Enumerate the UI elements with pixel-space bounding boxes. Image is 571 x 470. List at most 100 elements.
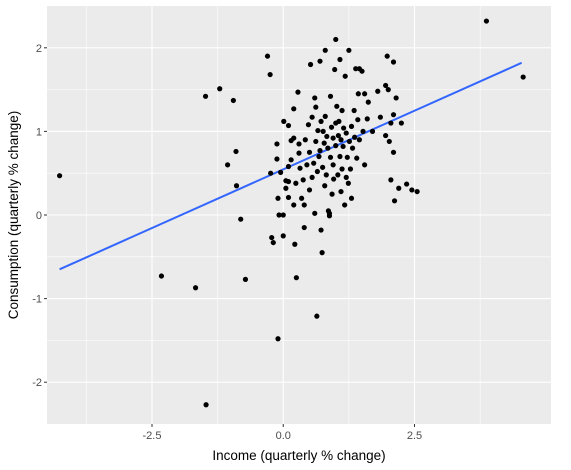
data-point [304, 162, 310, 168]
data-point [385, 87, 391, 93]
points-layer [57, 18, 526, 408]
data-point [348, 195, 355, 201]
data-point [364, 116, 370, 122]
data-point [337, 153, 343, 160]
y-tick-label: -2 [32, 377, 42, 389]
data-point [317, 58, 323, 64]
data-point [393, 95, 399, 101]
data-point [336, 118, 342, 124]
data-point [340, 143, 346, 150]
data-point [325, 145, 331, 151]
data-point [322, 183, 328, 189]
data-point [384, 53, 390, 59]
data-point [283, 185, 289, 191]
data-point [203, 402, 209, 408]
data-point [317, 148, 323, 154]
data-point [233, 183, 240, 189]
data-point [285, 163, 292, 170]
data-point [292, 241, 298, 247]
data-point [313, 104, 319, 110]
x-tick-label: -2.5 [143, 430, 162, 442]
y-tick-label: -1 [32, 294, 42, 306]
data-point [388, 177, 394, 183]
data-point [278, 169, 284, 175]
data-point [269, 234, 275, 241]
data-point [334, 103, 340, 109]
y-tick-label: 2 [36, 43, 42, 55]
data-point [356, 137, 362, 143]
data-point [296, 141, 302, 147]
data-point [301, 202, 307, 208]
data-point [312, 95, 318, 101]
data-point [391, 198, 398, 204]
data-point [320, 164, 326, 170]
data-point [280, 233, 286, 239]
y-axis-title: Consumption (quarterly % change) [6, 111, 21, 320]
data-point [309, 114, 315, 120]
data-point [343, 174, 349, 180]
data-point [409, 187, 415, 193]
data-point [299, 195, 305, 201]
data-point [520, 74, 526, 80]
data-point [330, 162, 336, 168]
data-point [328, 124, 335, 130]
data-point [318, 118, 324, 124]
data-point [288, 157, 294, 163]
data-point [267, 71, 273, 78]
data-point [346, 47, 352, 53]
data-point [274, 156, 280, 162]
data-point [301, 224, 307, 231]
data-point [332, 66, 338, 73]
data-point [342, 202, 348, 208]
data-point [293, 275, 299, 281]
data-point [268, 170, 274, 176]
data-point [225, 162, 231, 168]
data-point [57, 173, 63, 179]
data-point [335, 172, 341, 178]
data-point [202, 93, 209, 99]
data-point [291, 135, 297, 141]
data-point [353, 66, 359, 72]
data-point [297, 165, 303, 171]
data-point [342, 73, 348, 79]
data-point [233, 148, 239, 155]
data-point [329, 191, 335, 197]
data-point [314, 168, 320, 175]
data-point [230, 97, 236, 104]
data-point [309, 174, 315, 180]
data-point [388, 120, 394, 126]
data-point [320, 128, 326, 134]
data-point [305, 122, 312, 128]
data-point [362, 91, 368, 97]
data-point [280, 212, 286, 218]
data-point [404, 181, 410, 187]
data-point [296, 150, 302, 156]
data-point [396, 185, 402, 191]
data-point [414, 188, 420, 195]
data-point [390, 149, 397, 155]
data-point [326, 213, 333, 219]
data-point [293, 180, 299, 186]
data-point [264, 53, 271, 59]
data-point [242, 276, 249, 282]
data-point [270, 239, 276, 246]
x-axis-title: Income (quarterly % change) [212, 448, 385, 463]
data-point [281, 118, 287, 124]
data-point [347, 166, 354, 172]
data-point [483, 18, 490, 24]
x-tick-label: 0.0 [276, 430, 291, 442]
y-tick-label: 0 [36, 210, 42, 222]
data-point [338, 188, 344, 195]
data-point [306, 187, 313, 193]
data-point [314, 313, 320, 319]
data-point [285, 122, 292, 129]
grid-major [47, 6, 551, 424]
data-point [275, 195, 281, 201]
data-point [331, 176, 337, 182]
data-point [349, 145, 356, 151]
y-tick-label: 1 [36, 126, 42, 138]
data-point [337, 56, 343, 63]
data-point [355, 91, 361, 97]
data-point [355, 117, 361, 123]
